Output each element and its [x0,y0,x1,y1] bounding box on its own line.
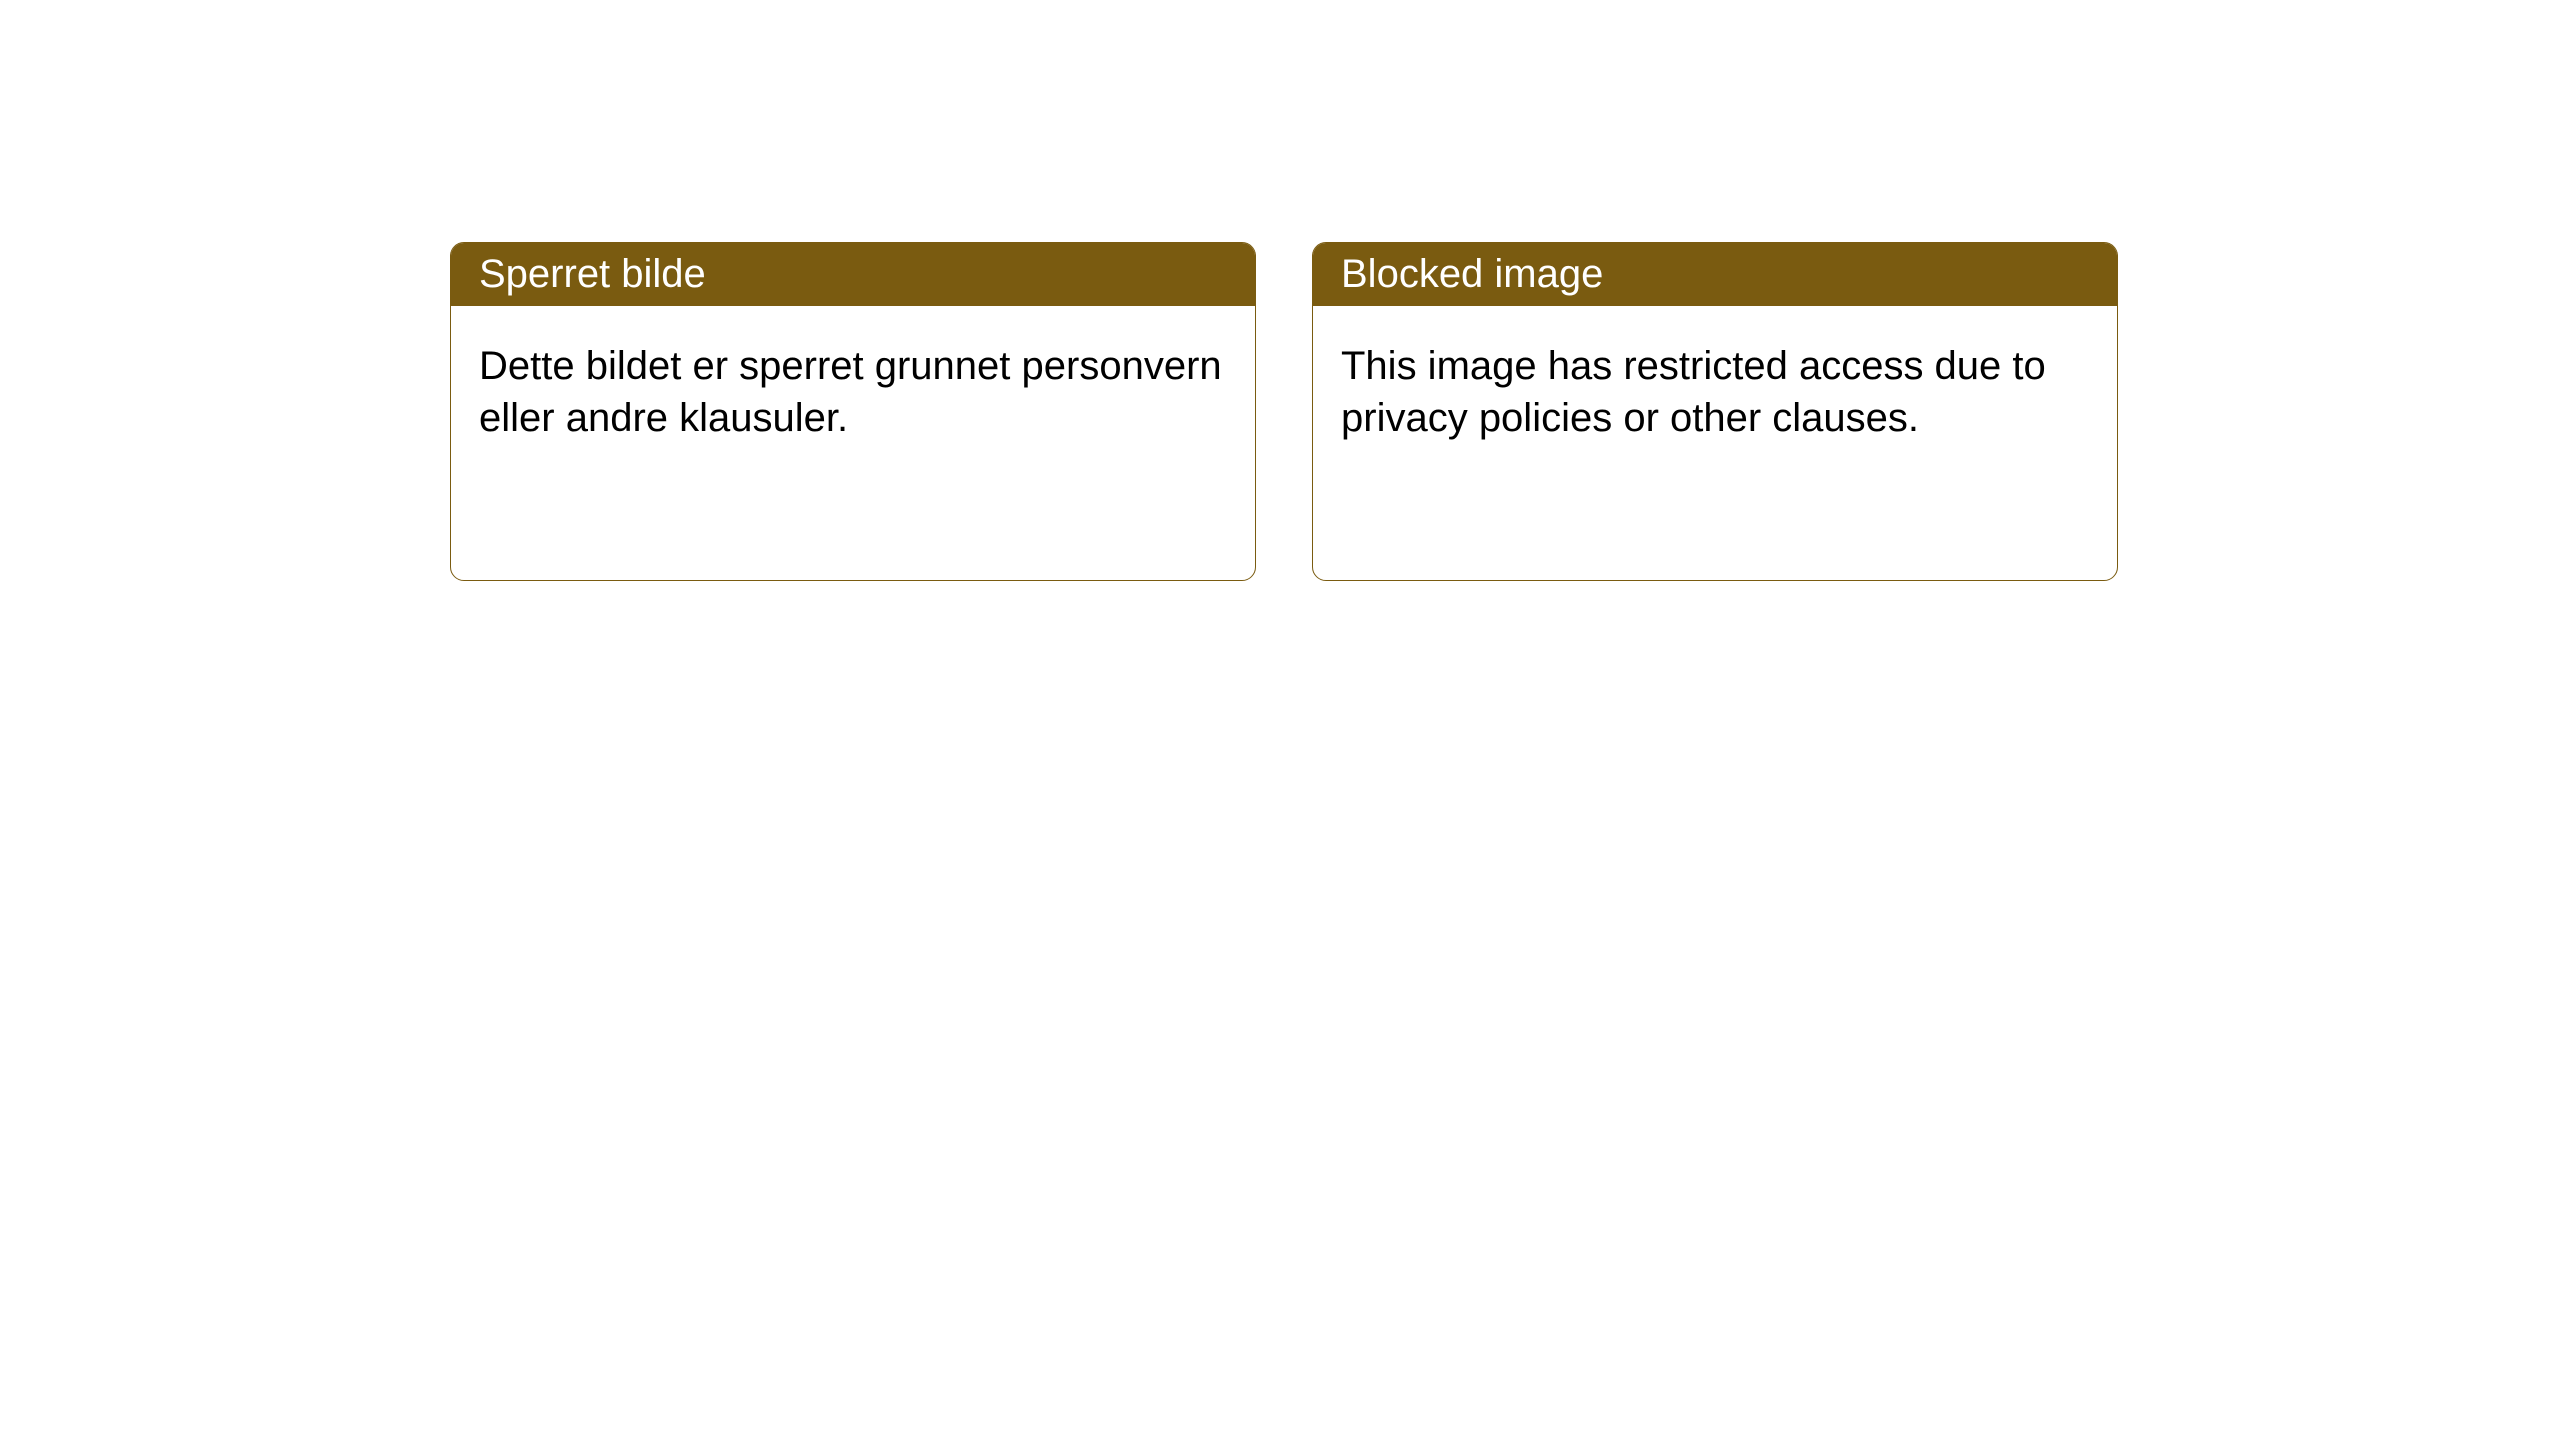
notice-header-norwegian: Sperret bilde [451,243,1255,306]
notice-card-english: Blocked image This image has restricted … [1312,242,2118,581]
notice-message: This image has restricted access due to … [1341,344,2046,440]
notice-title: Sperret bilde [479,252,706,296]
notice-message: Dette bildet er sperret grunnet personve… [479,344,1222,440]
notice-body-norwegian: Dette bildet er sperret grunnet personve… [451,306,1255,478]
notice-body-english: This image has restricted access due to … [1313,306,2117,478]
notice-card-norwegian: Sperret bilde Dette bildet er sperret gr… [450,242,1256,581]
notice-container: Sperret bilde Dette bildet er sperret gr… [450,242,2118,581]
notice-title: Blocked image [1341,252,1603,296]
notice-header-english: Blocked image [1313,243,2117,306]
